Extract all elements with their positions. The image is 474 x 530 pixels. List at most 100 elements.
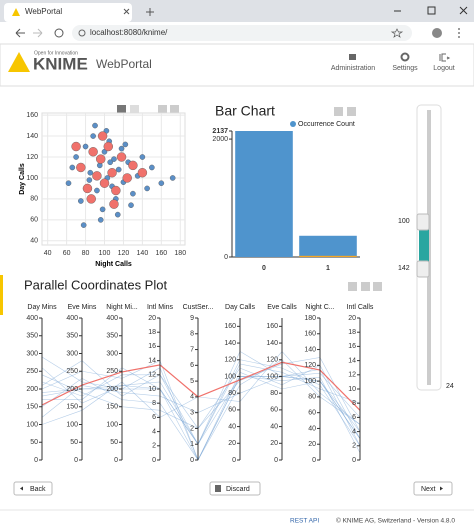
slider-lower: 100 (398, 218, 410, 225)
maximize[interactable] (427, 6, 436, 15)
slider-handle-lower[interactable] (416, 213, 430, 231)
x-tick-label: 140 (137, 250, 149, 257)
bookmark-star[interactable] (390, 28, 404, 38)
nav-administration[interactable]: Administration (331, 65, 375, 72)
y-tick-label: 100 (26, 421, 38, 428)
point (69, 164, 76, 171)
tool-button[interactable] (117, 105, 126, 114)
reload-button[interactable] (54, 28, 64, 38)
y-tick-label: 300 (26, 350, 38, 357)
y-tick-label: 40 (270, 423, 278, 430)
address-bar[interactable] (72, 25, 412, 41)
point (103, 141, 113, 152)
plot-area (41, 112, 186, 246)
y-tick-label: 16 (148, 343, 156, 350)
discard-button[interactable] (209, 481, 261, 496)
y-tick-label: 8 (190, 331, 194, 338)
menu[interactable] (458, 28, 460, 30)
point (90, 133, 96, 139)
y-tick-label: 350 (106, 333, 118, 340)
y-tick-label: 0 (224, 254, 228, 261)
y-tick-label: 18 (348, 329, 356, 336)
legend-label: Occurrence Count (298, 121, 355, 128)
y-tick-label: 3 (190, 410, 194, 417)
legend-swatch (290, 121, 296, 127)
y-tick-label: 100 (266, 373, 278, 380)
point (99, 178, 110, 188)
tool-button[interactable] (347, 107, 356, 116)
axis-name: Day Mins (27, 304, 57, 311)
tab[interactable] (4, 3, 132, 22)
x-tick-label: 1 (326, 265, 330, 272)
tool-button[interactable] (130, 105, 139, 114)
y-tick-label: 7 (190, 346, 194, 353)
y-tick-label: 0 (352, 457, 356, 464)
y-tick-label: 350 (66, 333, 78, 340)
point (111, 156, 117, 162)
tool-button[interactable] (361, 282, 370, 291)
new-tab[interactable] (146, 8, 154, 16)
bar (299, 255, 357, 257)
point (86, 194, 96, 204)
tab-title: WebPortal (25, 7, 62, 16)
x-tick-label: 0 (262, 265, 266, 272)
slider-frame (416, 104, 442, 391)
x-tick-label: 100 (99, 250, 111, 257)
y-tick-label: 6 (190, 362, 194, 369)
y-tick-label: 50 (110, 439, 118, 446)
y-tick-label: 14 (148, 357, 156, 364)
forward-button[interactable] (33, 28, 43, 38)
point (118, 145, 125, 152)
point (80, 222, 87, 228)
point (137, 168, 148, 178)
point (130, 190, 136, 197)
url: localhost:8080/knime/ (90, 28, 168, 37)
back-label: Back (30, 486, 46, 493)
y-tick-label: 100 (106, 421, 118, 428)
nav-settings[interactable]: Settings (392, 65, 418, 72)
point (76, 162, 86, 173)
y-tick-label: 120 (224, 357, 236, 364)
admin-icon (349, 54, 356, 60)
y-tick-label: 140 (224, 340, 236, 347)
tool-button[interactable] (170, 105, 179, 114)
chart-title: Bar Chart (215, 103, 275, 119)
point (114, 211, 121, 218)
tagline: Open for Innovation (34, 50, 78, 56)
point (97, 131, 108, 141)
y-tick-label: 50 (70, 439, 78, 446)
slider-handle-upper[interactable] (416, 260, 430, 278)
y-tick-label: 2000 (212, 136, 228, 143)
y-axis-label: Day Calls (19, 163, 26, 195)
next-button[interactable] (413, 481, 453, 496)
nav-logout[interactable]: Logout (433, 65, 454, 72)
product-name: WebPortal (96, 57, 152, 71)
y-tick-label: 200 (66, 386, 78, 393)
tab-close[interactable] (123, 8, 130, 15)
back-button[interactable] (13, 481, 53, 496)
point (78, 198, 84, 204)
y-tick-label: 60 (308, 410, 316, 417)
point (82, 183, 93, 194)
tool-button[interactable] (348, 282, 357, 291)
x-tick-label: 40 (44, 250, 52, 257)
y-tick-label: 250 (26, 368, 38, 375)
chart-title: Parallel Coordinates Plot (24, 277, 167, 292)
point (128, 202, 134, 208)
tool-button[interactable] (373, 282, 382, 291)
profile[interactable] (432, 28, 442, 38)
close-window[interactable] (459, 6, 468, 15)
point (158, 180, 165, 186)
y-tick-label: 120 (304, 362, 316, 369)
x-tick-label: 180 (174, 250, 186, 257)
rest-api-link[interactable]: REST API (290, 518, 319, 525)
tool-button[interactable] (158, 105, 167, 114)
back-button[interactable] (15, 28, 25, 38)
y-tick-label: 14 (348, 357, 356, 364)
y-tick-label: 12 (148, 372, 156, 379)
y-tick-label: 4 (352, 428, 356, 435)
tool-button[interactable] (334, 107, 343, 116)
y-tick-label: 300 (66, 350, 78, 357)
axis-name: Night Mi... (106, 304, 138, 311)
point (96, 154, 106, 164)
